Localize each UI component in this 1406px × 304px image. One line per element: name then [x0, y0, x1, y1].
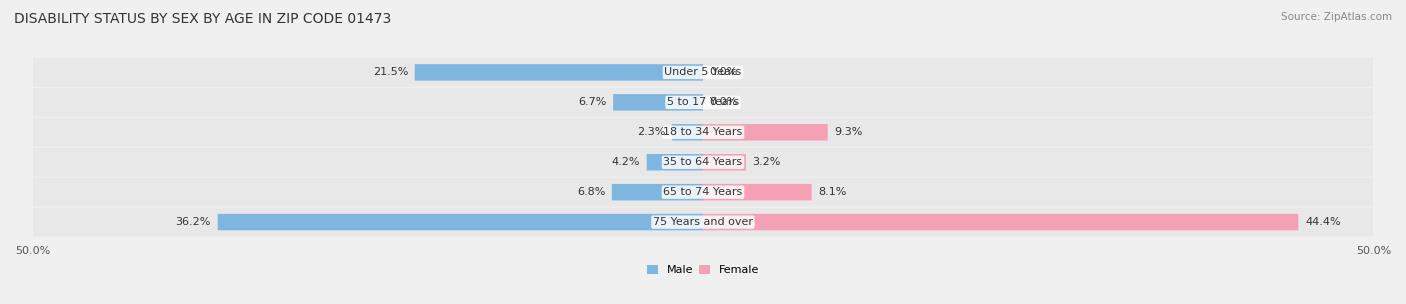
Text: 36.2%: 36.2% — [176, 217, 211, 227]
FancyBboxPatch shape — [612, 184, 703, 200]
Text: DISABILITY STATUS BY SEX BY AGE IN ZIP CODE 01473: DISABILITY STATUS BY SEX BY AGE IN ZIP C… — [14, 12, 391, 26]
FancyBboxPatch shape — [32, 178, 1374, 206]
Text: 4.2%: 4.2% — [612, 157, 640, 167]
Text: 44.4%: 44.4% — [1305, 217, 1341, 227]
FancyBboxPatch shape — [32, 208, 1374, 237]
FancyBboxPatch shape — [613, 94, 703, 111]
Text: 6.7%: 6.7% — [578, 97, 606, 107]
FancyBboxPatch shape — [415, 64, 703, 81]
FancyBboxPatch shape — [32, 148, 1374, 177]
Legend: Male, Female: Male, Female — [643, 261, 763, 280]
Text: 8.1%: 8.1% — [818, 187, 846, 197]
Text: Under 5 Years: Under 5 Years — [665, 67, 741, 78]
Text: 2.3%: 2.3% — [637, 127, 665, 137]
Text: 21.5%: 21.5% — [373, 67, 408, 78]
Text: 0.0%: 0.0% — [710, 97, 738, 107]
FancyBboxPatch shape — [218, 214, 703, 230]
Text: 9.3%: 9.3% — [834, 127, 863, 137]
Text: 3.2%: 3.2% — [752, 157, 780, 167]
Text: 0.0%: 0.0% — [710, 67, 738, 78]
FancyBboxPatch shape — [703, 214, 1298, 230]
FancyBboxPatch shape — [672, 124, 703, 140]
Text: 18 to 34 Years: 18 to 34 Years — [664, 127, 742, 137]
Text: 65 to 74 Years: 65 to 74 Years — [664, 187, 742, 197]
FancyBboxPatch shape — [703, 124, 828, 140]
Text: 75 Years and over: 75 Years and over — [652, 217, 754, 227]
FancyBboxPatch shape — [32, 58, 1374, 87]
FancyBboxPatch shape — [703, 184, 811, 200]
FancyBboxPatch shape — [703, 154, 747, 171]
FancyBboxPatch shape — [32, 88, 1374, 117]
Text: 5 to 17 Years: 5 to 17 Years — [666, 97, 740, 107]
Text: 35 to 64 Years: 35 to 64 Years — [664, 157, 742, 167]
FancyBboxPatch shape — [32, 118, 1374, 147]
Text: Source: ZipAtlas.com: Source: ZipAtlas.com — [1281, 12, 1392, 22]
Text: 6.8%: 6.8% — [576, 187, 605, 197]
FancyBboxPatch shape — [647, 154, 703, 171]
